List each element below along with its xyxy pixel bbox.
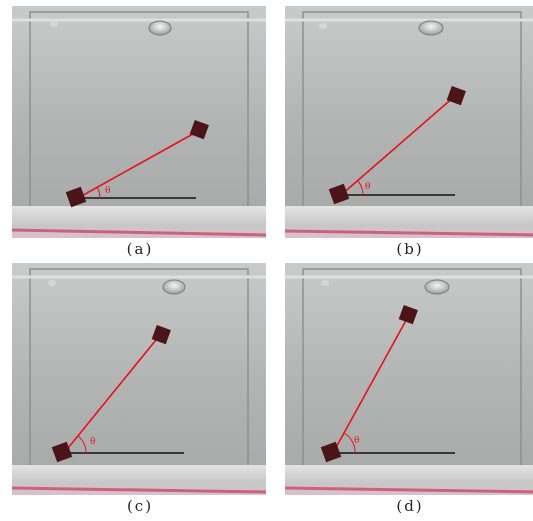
tank-photo-d: θ (285, 263, 533, 495)
lower-cube (328, 183, 350, 205)
tank-background (12, 263, 266, 495)
small-bubble (321, 280, 329, 286)
upper-cube (398, 305, 418, 325)
small-bubble (319, 23, 327, 29)
tank-background (12, 6, 266, 238)
photo-panel-a: θ (12, 6, 266, 238)
distance-line (77, 129, 201, 199)
air-bubble (418, 20, 444, 36)
angle-label: θ (105, 186, 110, 196)
upper-cube (446, 86, 466, 106)
distance-line (340, 95, 456, 196)
pink-tint (12, 486, 266, 494)
pink-tint (285, 486, 533, 494)
tank-background (285, 263, 533, 495)
angle-label: θ (354, 436, 359, 446)
air-bubble (162, 279, 186, 295)
angle-arc (343, 432, 356, 454)
angle-label: θ (365, 182, 370, 192)
angle-arc (77, 435, 87, 454)
lower-cube (65, 186, 87, 208)
lower-cube (320, 441, 342, 463)
caption-b: (b) (396, 240, 424, 258)
pink-tint (285, 229, 533, 237)
lower-cube (51, 441, 73, 463)
upper-cube (151, 325, 171, 345)
pink-tint (12, 228, 266, 237)
tank-photo-a: θ (12, 6, 266, 238)
tank-background (285, 6, 533, 238)
photo-panel-b: θ (285, 6, 533, 238)
angle-arc (357, 180, 364, 196)
photo-panel-d: θ (285, 263, 533, 495)
distance-line (332, 314, 410, 454)
tank-photo-b: θ (285, 6, 533, 238)
distance-line (63, 334, 161, 454)
caption-a: (a) (126, 240, 154, 258)
small-bubble (48, 280, 56, 286)
caption-d: (d) (396, 497, 424, 515)
photo-panel-c: θ (12, 263, 266, 495)
upper-cube (189, 120, 209, 140)
small-bubble (50, 21, 58, 27)
tank-photo-c: θ (12, 263, 266, 495)
air-bubble (148, 20, 172, 36)
caption-c: (c) (126, 497, 154, 515)
angle-label: θ (90, 437, 95, 447)
angle-arc (96, 186, 101, 199)
air-bubble (424, 279, 450, 295)
